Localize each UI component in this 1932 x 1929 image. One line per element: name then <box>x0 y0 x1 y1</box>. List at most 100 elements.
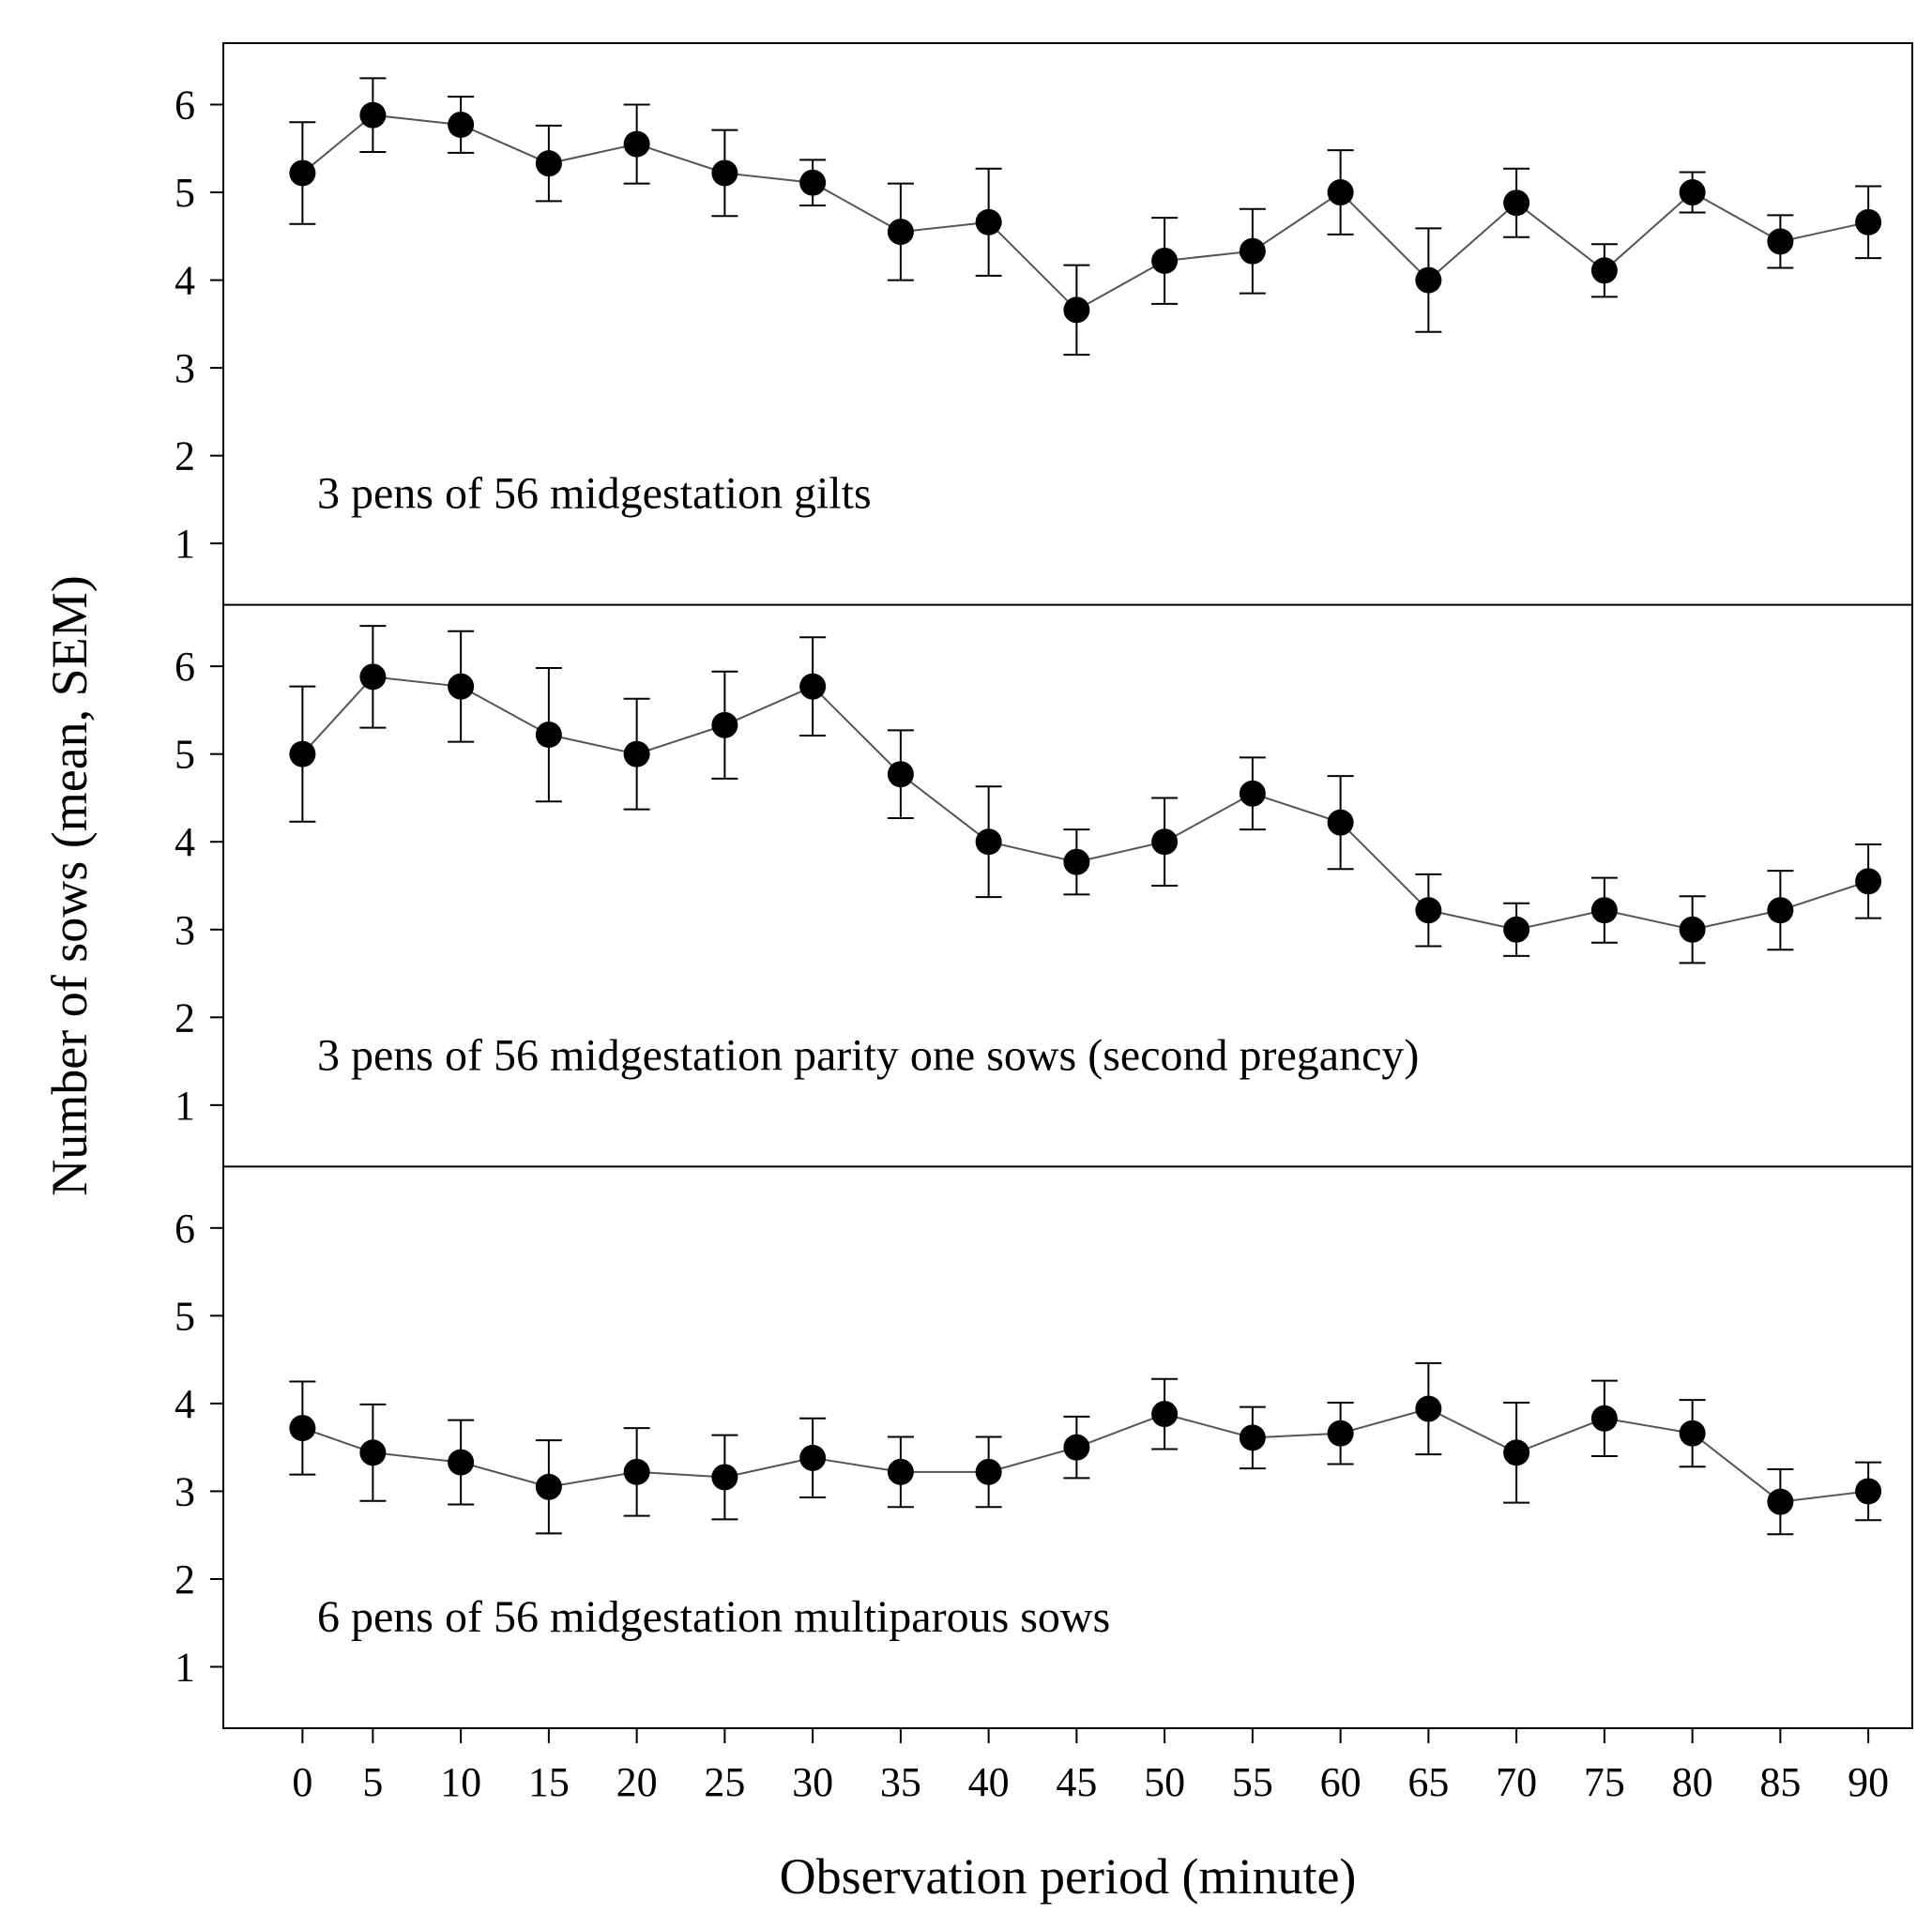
y-tick-label: 2 <box>175 433 195 479</box>
x-tick-label: 50 <box>1144 1759 1185 1805</box>
x-tick-label: 80 <box>1672 1759 1713 1805</box>
data-point <box>887 219 914 246</box>
data-point <box>535 150 562 177</box>
y-tick-label: 4 <box>175 819 195 865</box>
y-tick-label: 1 <box>175 1083 195 1129</box>
series-line <box>301 676 1869 931</box>
data-point <box>448 111 475 138</box>
x-tick-label: 65 <box>1407 1759 1449 1805</box>
data-point <box>359 101 387 129</box>
data-point <box>711 711 738 738</box>
y-tick-label: 1 <box>175 1645 195 1691</box>
data-point <box>289 740 316 767</box>
data-point <box>1415 266 1442 294</box>
data-point <box>1239 237 1266 265</box>
plot-frame <box>222 42 1913 1729</box>
data-point <box>1590 257 1618 284</box>
x-tick-label: 25 <box>704 1759 745 1805</box>
data-point <box>448 673 475 700</box>
data-point <box>887 761 914 788</box>
data-point <box>1503 916 1530 943</box>
data-point <box>1503 1439 1530 1466</box>
x-tick-label: 30 <box>792 1759 833 1805</box>
data-point <box>887 1458 914 1485</box>
y-tick-label: 1 <box>175 521 195 567</box>
series-line <box>301 114 1869 311</box>
data-point <box>289 159 316 187</box>
data-point <box>975 828 1002 856</box>
panel-3: 1 2 3 4 5 6 6 pens of 56 midgestation multipar… <box>175 1206 1882 1691</box>
x-tick-label: 55 <box>1232 1759 1273 1805</box>
data-point <box>1327 179 1354 206</box>
x-axis-title: Observation period (minute) <box>780 1848 1357 1905</box>
x-tick-label: 15 <box>528 1759 570 1805</box>
x-tick-label: 0 <box>292 1759 312 1805</box>
y-tick-label: 6 <box>175 1206 195 1252</box>
data-point <box>1063 848 1090 875</box>
data-point <box>1239 780 1266 807</box>
data-point <box>1327 1420 1354 1447</box>
data-point <box>799 1444 827 1471</box>
panel-1: 1 2 3 4 5 6 3 pens of 56 midgestation gilts <box>175 77 1882 567</box>
data-point <box>1590 1405 1618 1432</box>
data-point <box>359 663 387 691</box>
x-tick-label: 75 <box>1584 1759 1625 1805</box>
data-point <box>1855 1478 1882 1505</box>
panel-2: 1 2 3 4 5 6 3 pens of 56 midgestation parity o… <box>175 625 1882 1129</box>
y-tick-label: 6 <box>175 644 195 690</box>
y-tick-label: 4 <box>175 1381 195 1427</box>
data-point <box>1855 868 1882 895</box>
y-tick-label: 5 <box>175 1293 195 1339</box>
data-point <box>1327 809 1354 836</box>
data-point <box>799 169 827 196</box>
x-tick-label: 10 <box>440 1759 481 1805</box>
data-point <box>535 1473 562 1500</box>
x-tick-label: 5 <box>362 1759 383 1805</box>
data-point <box>1151 247 1179 274</box>
data-point <box>1415 1395 1442 1422</box>
data-point <box>359 1439 387 1466</box>
x-tick-label: 60 <box>1320 1759 1362 1805</box>
data-point <box>799 673 827 700</box>
chart-panels: 1 2 3 4 5 6 3 pens of 56 midgestation gilts 1 2 3… <box>175 77 1882 1691</box>
x-tick-label: 35 <box>880 1759 921 1805</box>
data-point <box>1063 296 1090 324</box>
x-tick-label: 40 <box>968 1759 1010 1805</box>
panel-label: 3 pens of 56 midgestation gilts <box>317 469 872 519</box>
data-point <box>1767 1488 1794 1515</box>
y-tick-label: 4 <box>175 258 195 304</box>
data-point <box>1679 179 1706 206</box>
data-point <box>975 1458 1002 1485</box>
y-axis-title: Number of sows (mean, SEM) <box>41 575 98 1195</box>
data-point <box>1239 1424 1266 1451</box>
data-point <box>623 1458 650 1485</box>
x-tick-label: 20 <box>616 1759 658 1805</box>
panel-label: 6 pens of 56 midgestation multiparous so… <box>317 1592 1110 1642</box>
data-point <box>1415 897 1442 924</box>
data-point <box>1151 1401 1179 1428</box>
y-tick-label: 3 <box>175 907 195 953</box>
data-point <box>1855 208 1882 235</box>
data-point <box>623 130 650 158</box>
x-tick-label: 45 <box>1056 1759 1097 1805</box>
data-point <box>1590 897 1618 924</box>
x-tick-label: 90 <box>1848 1759 1889 1805</box>
data-point <box>711 159 738 187</box>
data-point <box>1767 228 1794 255</box>
y-tick-label: 2 <box>175 1557 195 1602</box>
data-point <box>1767 897 1794 924</box>
panel-label: 3 pens of 56 midgestation parity one sow… <box>317 1030 1419 1080</box>
y-tick-label: 5 <box>175 170 195 216</box>
data-point <box>1063 1434 1090 1461</box>
x-tick-label: 85 <box>1759 1759 1801 1805</box>
y-tick-label: 6 <box>175 82 195 128</box>
data-point <box>623 740 650 767</box>
data-point <box>1151 828 1179 856</box>
data-point <box>535 721 562 749</box>
y-tick-label: 2 <box>175 995 195 1040</box>
data-point <box>711 1464 738 1491</box>
data-point <box>1679 916 1706 943</box>
plot-border <box>222 42 1913 1729</box>
data-point <box>289 1415 316 1442</box>
